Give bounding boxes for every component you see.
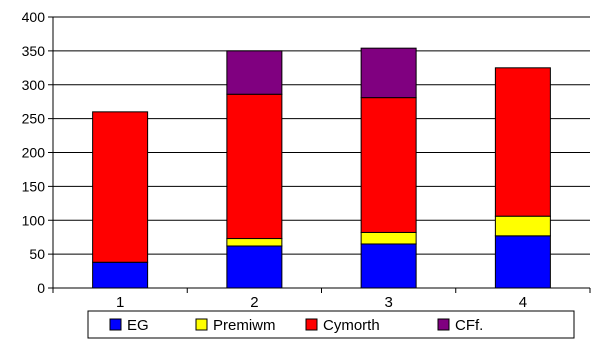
- y-tick-label: 50: [29, 246, 45, 262]
- legend-item-premiwm: Premiwm: [195, 317, 276, 334]
- x-axis-ticks: 1 2 3 4: [52, 288, 591, 311]
- legend-item-eg: EG: [109, 317, 149, 334]
- bar-segment-cymorth-3: [360, 97, 417, 233]
- bar-segment-eg-3: [360, 243, 417, 289]
- bar-segment-cymorth-1: [92, 111, 149, 263]
- bar-stack-1: [92, 111, 149, 289]
- y-tick-label: 150: [22, 178, 46, 194]
- x-tick-label: 3: [384, 294, 392, 311]
- y-tick-label: 200: [22, 145, 46, 161]
- legend-swatch: [305, 318, 318, 331]
- y-tick-label: 350: [22, 43, 46, 59]
- y-tick-label: 0: [37, 280, 45, 296]
- bar-segment-premiwm-2: [226, 238, 283, 247]
- legend: EG Premiwm Cymorth CFf.: [87, 310, 575, 339]
- y-tick-label: 100: [22, 212, 46, 228]
- bar-segment-eg-2: [226, 245, 283, 289]
- bar-segment-cymorth-4: [494, 67, 551, 217]
- bar-segment-premiwm-4: [494, 215, 551, 237]
- bar-segment-cff-2: [226, 50, 283, 95]
- bar-stack-3: [360, 47, 417, 289]
- legend-label: EG: [127, 317, 149, 334]
- legend-swatch: [437, 318, 450, 331]
- legend-item-cymorth: Cymorth: [305, 317, 380, 334]
- legend-label: CFf.: [455, 317, 483, 334]
- bar-stack-2: [226, 50, 283, 289]
- legend-label: Premiwm: [213, 317, 276, 334]
- legend-box: [87, 310, 575, 339]
- legend-label: Cymorth: [323, 317, 380, 334]
- legend-swatch: [109, 318, 122, 331]
- legend-swatch: [195, 318, 208, 331]
- x-tick-label: 2: [250, 294, 258, 311]
- bar-segment-premiwm-3: [360, 231, 417, 245]
- bar-segment-eg-1: [92, 261, 149, 289]
- bar-segment-cff-3: [360, 47, 417, 99]
- y-axis-ticks: 0 50 100 150 200 250 300 350 400: [22, 9, 53, 296]
- legend-item-cff: CFf.: [437, 317, 483, 334]
- x-tick-label: 1: [116, 294, 124, 311]
- y-tick-label: 300: [22, 77, 46, 93]
- bar-stack-4: [494, 67, 551, 289]
- bar-segment-eg-4: [494, 235, 551, 289]
- bar-segment-cymorth-2: [226, 93, 283, 240]
- y-tick-label: 250: [22, 111, 46, 127]
- y-tick-label: 400: [22, 9, 46, 25]
- x-tick-label: 4: [519, 294, 527, 311]
- bar-stacks: [92, 47, 551, 289]
